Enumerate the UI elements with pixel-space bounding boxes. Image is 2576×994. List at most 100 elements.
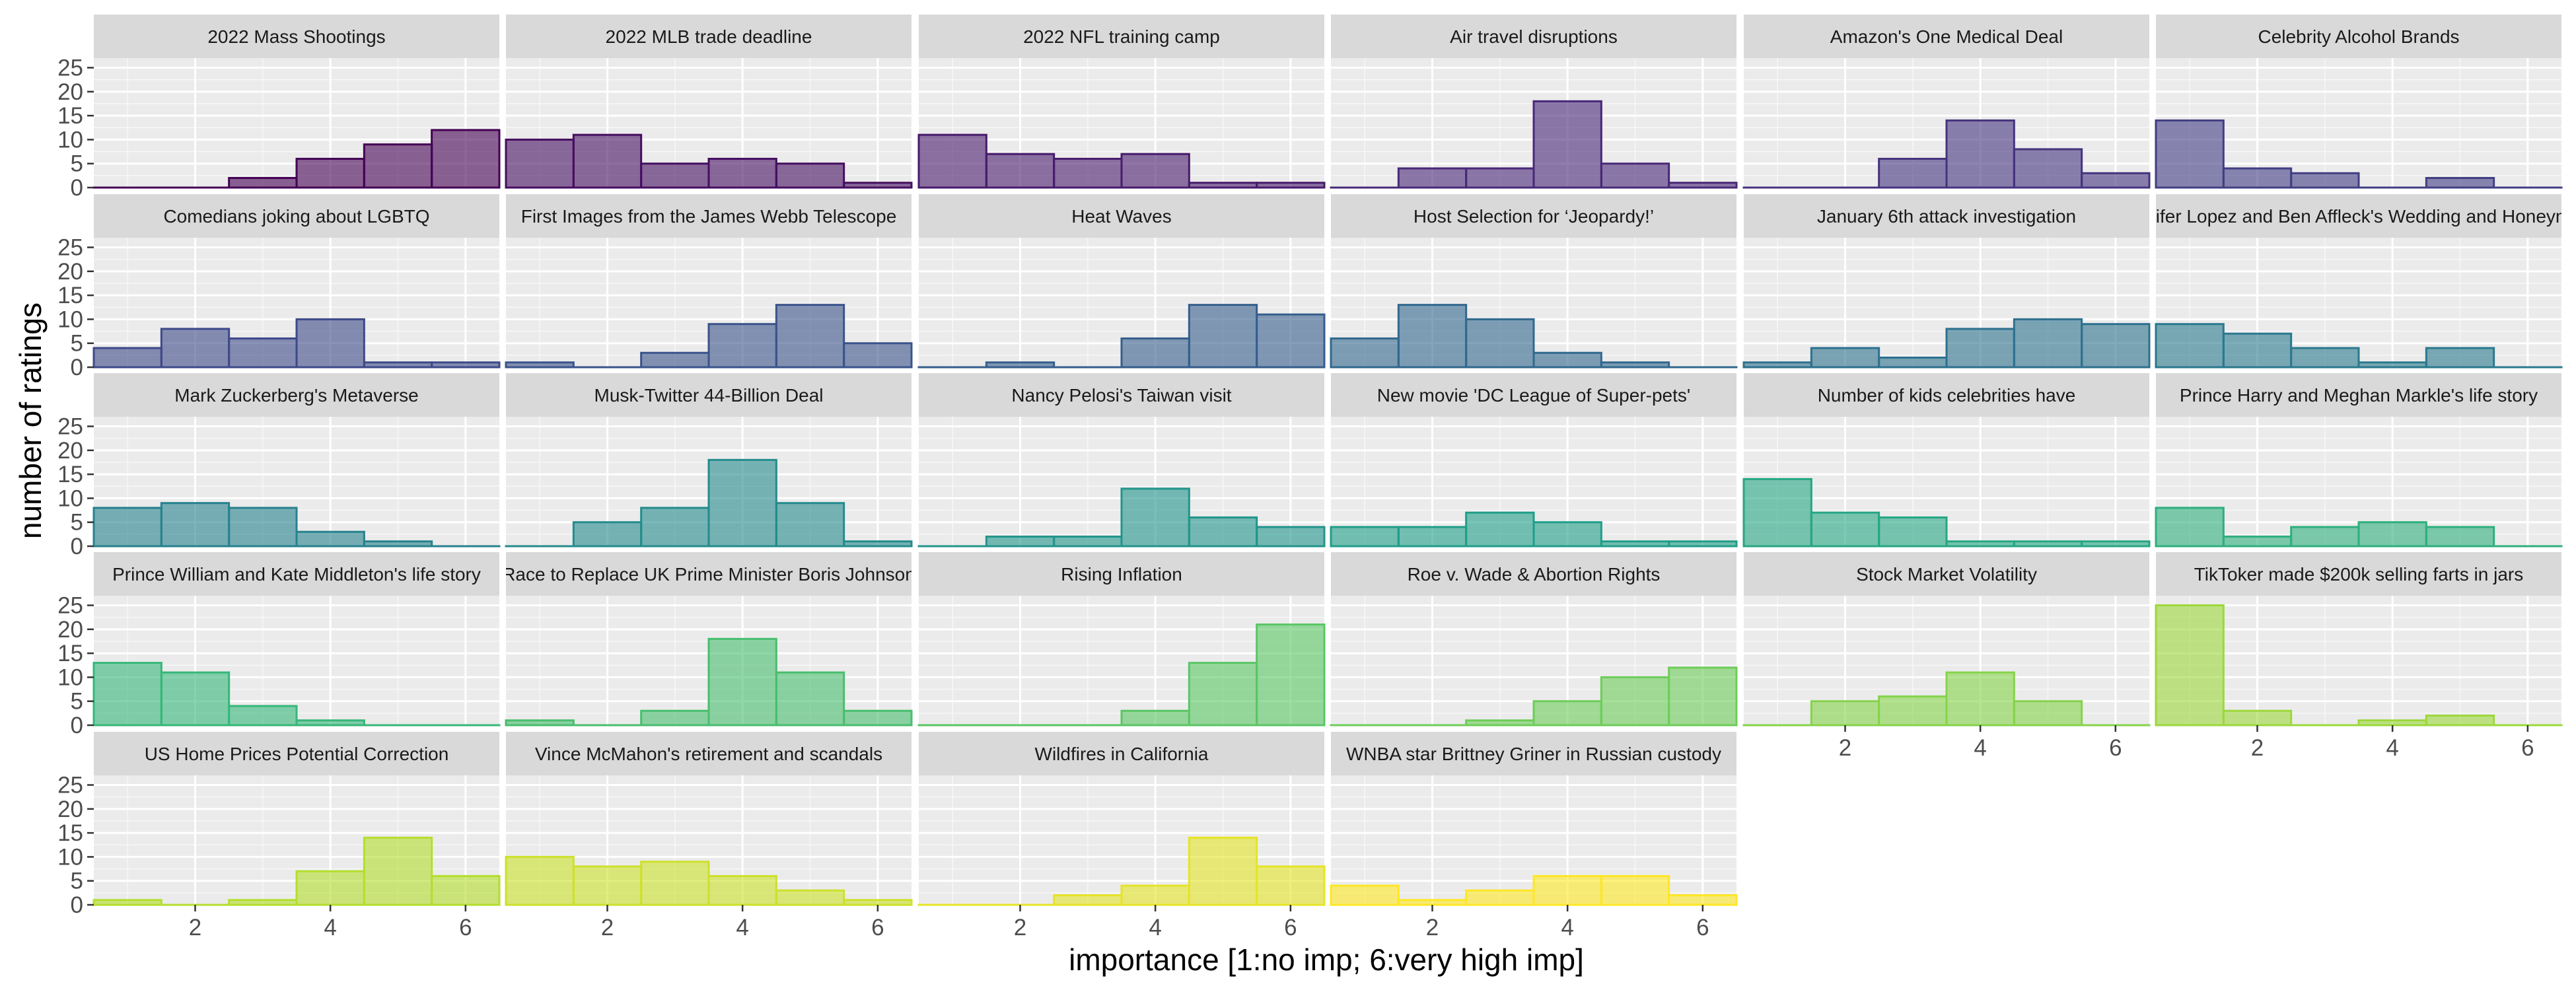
histogram-bar <box>776 305 843 367</box>
histogram-bar <box>2426 178 2493 188</box>
histogram-bar <box>1601 363 1668 367</box>
histogram-bar <box>2291 527 2359 546</box>
x-tick-label: 6 <box>1284 915 1297 941</box>
facet-title: Nancy Pelosi's Taiwan visit <box>1011 385 1231 406</box>
y-tick-label: 5 <box>71 689 83 715</box>
histogram-bar <box>432 363 499 367</box>
histogram-bar <box>1257 867 1324 905</box>
y-tick-label: 20 <box>57 79 83 105</box>
histogram-bar <box>1189 663 1256 725</box>
facet-title: 2022 Mass Shootings <box>207 26 385 47</box>
facet-panel-race-to-replace-uk-prime-minister-boris-johnson: Race to Replace UK Prime Minister Boris … <box>502 552 915 725</box>
x-tick-label: 6 <box>1696 915 1709 941</box>
histogram-bar <box>709 876 776 905</box>
histogram-bar <box>1669 183 1736 188</box>
x-tick-label: 4 <box>324 915 336 941</box>
histogram-bar <box>297 721 364 725</box>
histogram-bar <box>709 159 776 188</box>
histogram-bar <box>1189 837 1256 905</box>
histogram-bar <box>229 706 297 725</box>
histogram-bar <box>1879 517 1947 546</box>
facet-title: January 6th attack investigation <box>1817 206 2076 227</box>
histogram-bar <box>1331 338 1398 367</box>
histogram-bar <box>1398 527 1466 546</box>
x-tick-label: 2 <box>189 915 201 941</box>
histogram-bar <box>1601 164 1668 188</box>
facet-panel-heat-waves: Heat Waves <box>919 194 1324 367</box>
facet-title: Prince William and Kate Middleton's life… <box>112 564 481 585</box>
y-tick-label: 10 <box>57 306 83 332</box>
y-tick-label: 15 <box>57 462 83 487</box>
facet-title: Host Selection for ‘Jeopardy!’ <box>1413 206 1654 227</box>
histogram-bar <box>844 542 912 546</box>
histogram-bar <box>364 363 431 367</box>
histogram-bar <box>641 353 709 367</box>
y-tick-label: 20 <box>57 438 83 464</box>
y-tick-label: 0 <box>71 892 83 918</box>
histogram-bar <box>2014 542 2081 546</box>
histogram-bar <box>2291 348 2359 367</box>
histogram-bar <box>1534 876 1601 905</box>
facet-title: 2022 MLB trade deadline <box>606 26 812 47</box>
histogram-bar <box>709 639 776 725</box>
y-tick-label: 25 <box>57 55 83 81</box>
histogram-bar <box>1601 542 1668 546</box>
histogram-bar <box>2082 542 2149 546</box>
histogram-bar <box>229 338 297 367</box>
histogram-bar <box>506 139 573 188</box>
histogram-bar <box>297 871 364 905</box>
facet-title: First Images from the James Webb Telesco… <box>521 206 897 227</box>
y-tick-label: 15 <box>57 641 83 666</box>
histogram-bar <box>1398 305 1466 367</box>
facet-title: Mark Zuckerberg's Metaverse <box>174 385 418 406</box>
y-tick-label: 25 <box>57 235 83 261</box>
facet-panel-musk-twitter-44-billion-deal: Musk-Twitter 44-Billion Deal <box>506 373 912 546</box>
histogram-bar <box>1947 329 2014 367</box>
histogram-bar <box>986 363 1054 367</box>
facet-panel-amazon-s-one-medical-deal: Amazon's One Medical Deal <box>1744 15 2149 188</box>
histogram-bar <box>919 135 986 188</box>
facet-panel-nancy-pelosi-s-taiwan-visit: Nancy Pelosi's Taiwan visit <box>919 373 1324 546</box>
histogram-bar <box>1122 154 1189 188</box>
histogram-bar <box>364 837 431 905</box>
facet-title: WNBA star Brittney Griner in Russian cus… <box>1346 744 1721 764</box>
x-tick-label: 4 <box>1149 915 1161 941</box>
histogram-bar <box>364 542 431 546</box>
histogram-bar <box>2359 522 2426 546</box>
histogram-bar <box>2223 536 2291 546</box>
histogram-bar <box>986 536 1054 546</box>
histogram-bar <box>1466 319 1534 367</box>
histogram-bar <box>1257 183 1324 188</box>
facet-panel-new-movie-dc-league-of-super-pets: New movie 'DC League of Super-pets' <box>1331 373 1736 546</box>
facet-title: Jennifer Lopez and Ben Affleck's Wedding… <box>2116 206 2576 227</box>
y-tick-label: 15 <box>57 103 83 129</box>
histogram-bar <box>573 135 641 188</box>
facet-title: Prince Harry and Meghan Markle's life st… <box>2180 385 2538 406</box>
y-tick-label: 15 <box>57 283 83 308</box>
facet-title: Number of kids celebrities have <box>1818 385 2076 406</box>
histogram-bar <box>1189 517 1256 546</box>
histogram-bar <box>1189 183 1256 188</box>
histogram-bar <box>94 900 161 905</box>
histogram-bar <box>297 319 364 367</box>
x-tick-label: 4 <box>736 915 748 941</box>
x-tick-label: 6 <box>459 915 472 941</box>
histogram-bar <box>2156 606 2223 725</box>
histogram-bar <box>1054 536 1122 546</box>
histogram-bar <box>709 324 776 367</box>
histogram-bar <box>506 721 573 725</box>
histogram-bar <box>2082 324 2149 367</box>
histogram-bar <box>2426 715 2493 725</box>
facet-title: New movie 'DC League of Super-pets' <box>1377 385 1690 406</box>
histogram-bar <box>2156 324 2223 367</box>
x-tick-label: 2 <box>1014 915 1026 941</box>
histogram-bar <box>2156 120 2223 188</box>
histogram-bar <box>297 532 364 546</box>
histogram-bar <box>1601 876 1668 905</box>
facet-panel-jennifer-lopez-and-ben-affleck-s-wedding-and-honeymoon: Jennifer Lopez and Ben Affleck's Wedding… <box>2116 194 2576 367</box>
y-tick-label: 5 <box>71 331 83 357</box>
facet-panel-2022-nfl-training-camp: 2022 NFL training camp <box>919 15 1324 188</box>
